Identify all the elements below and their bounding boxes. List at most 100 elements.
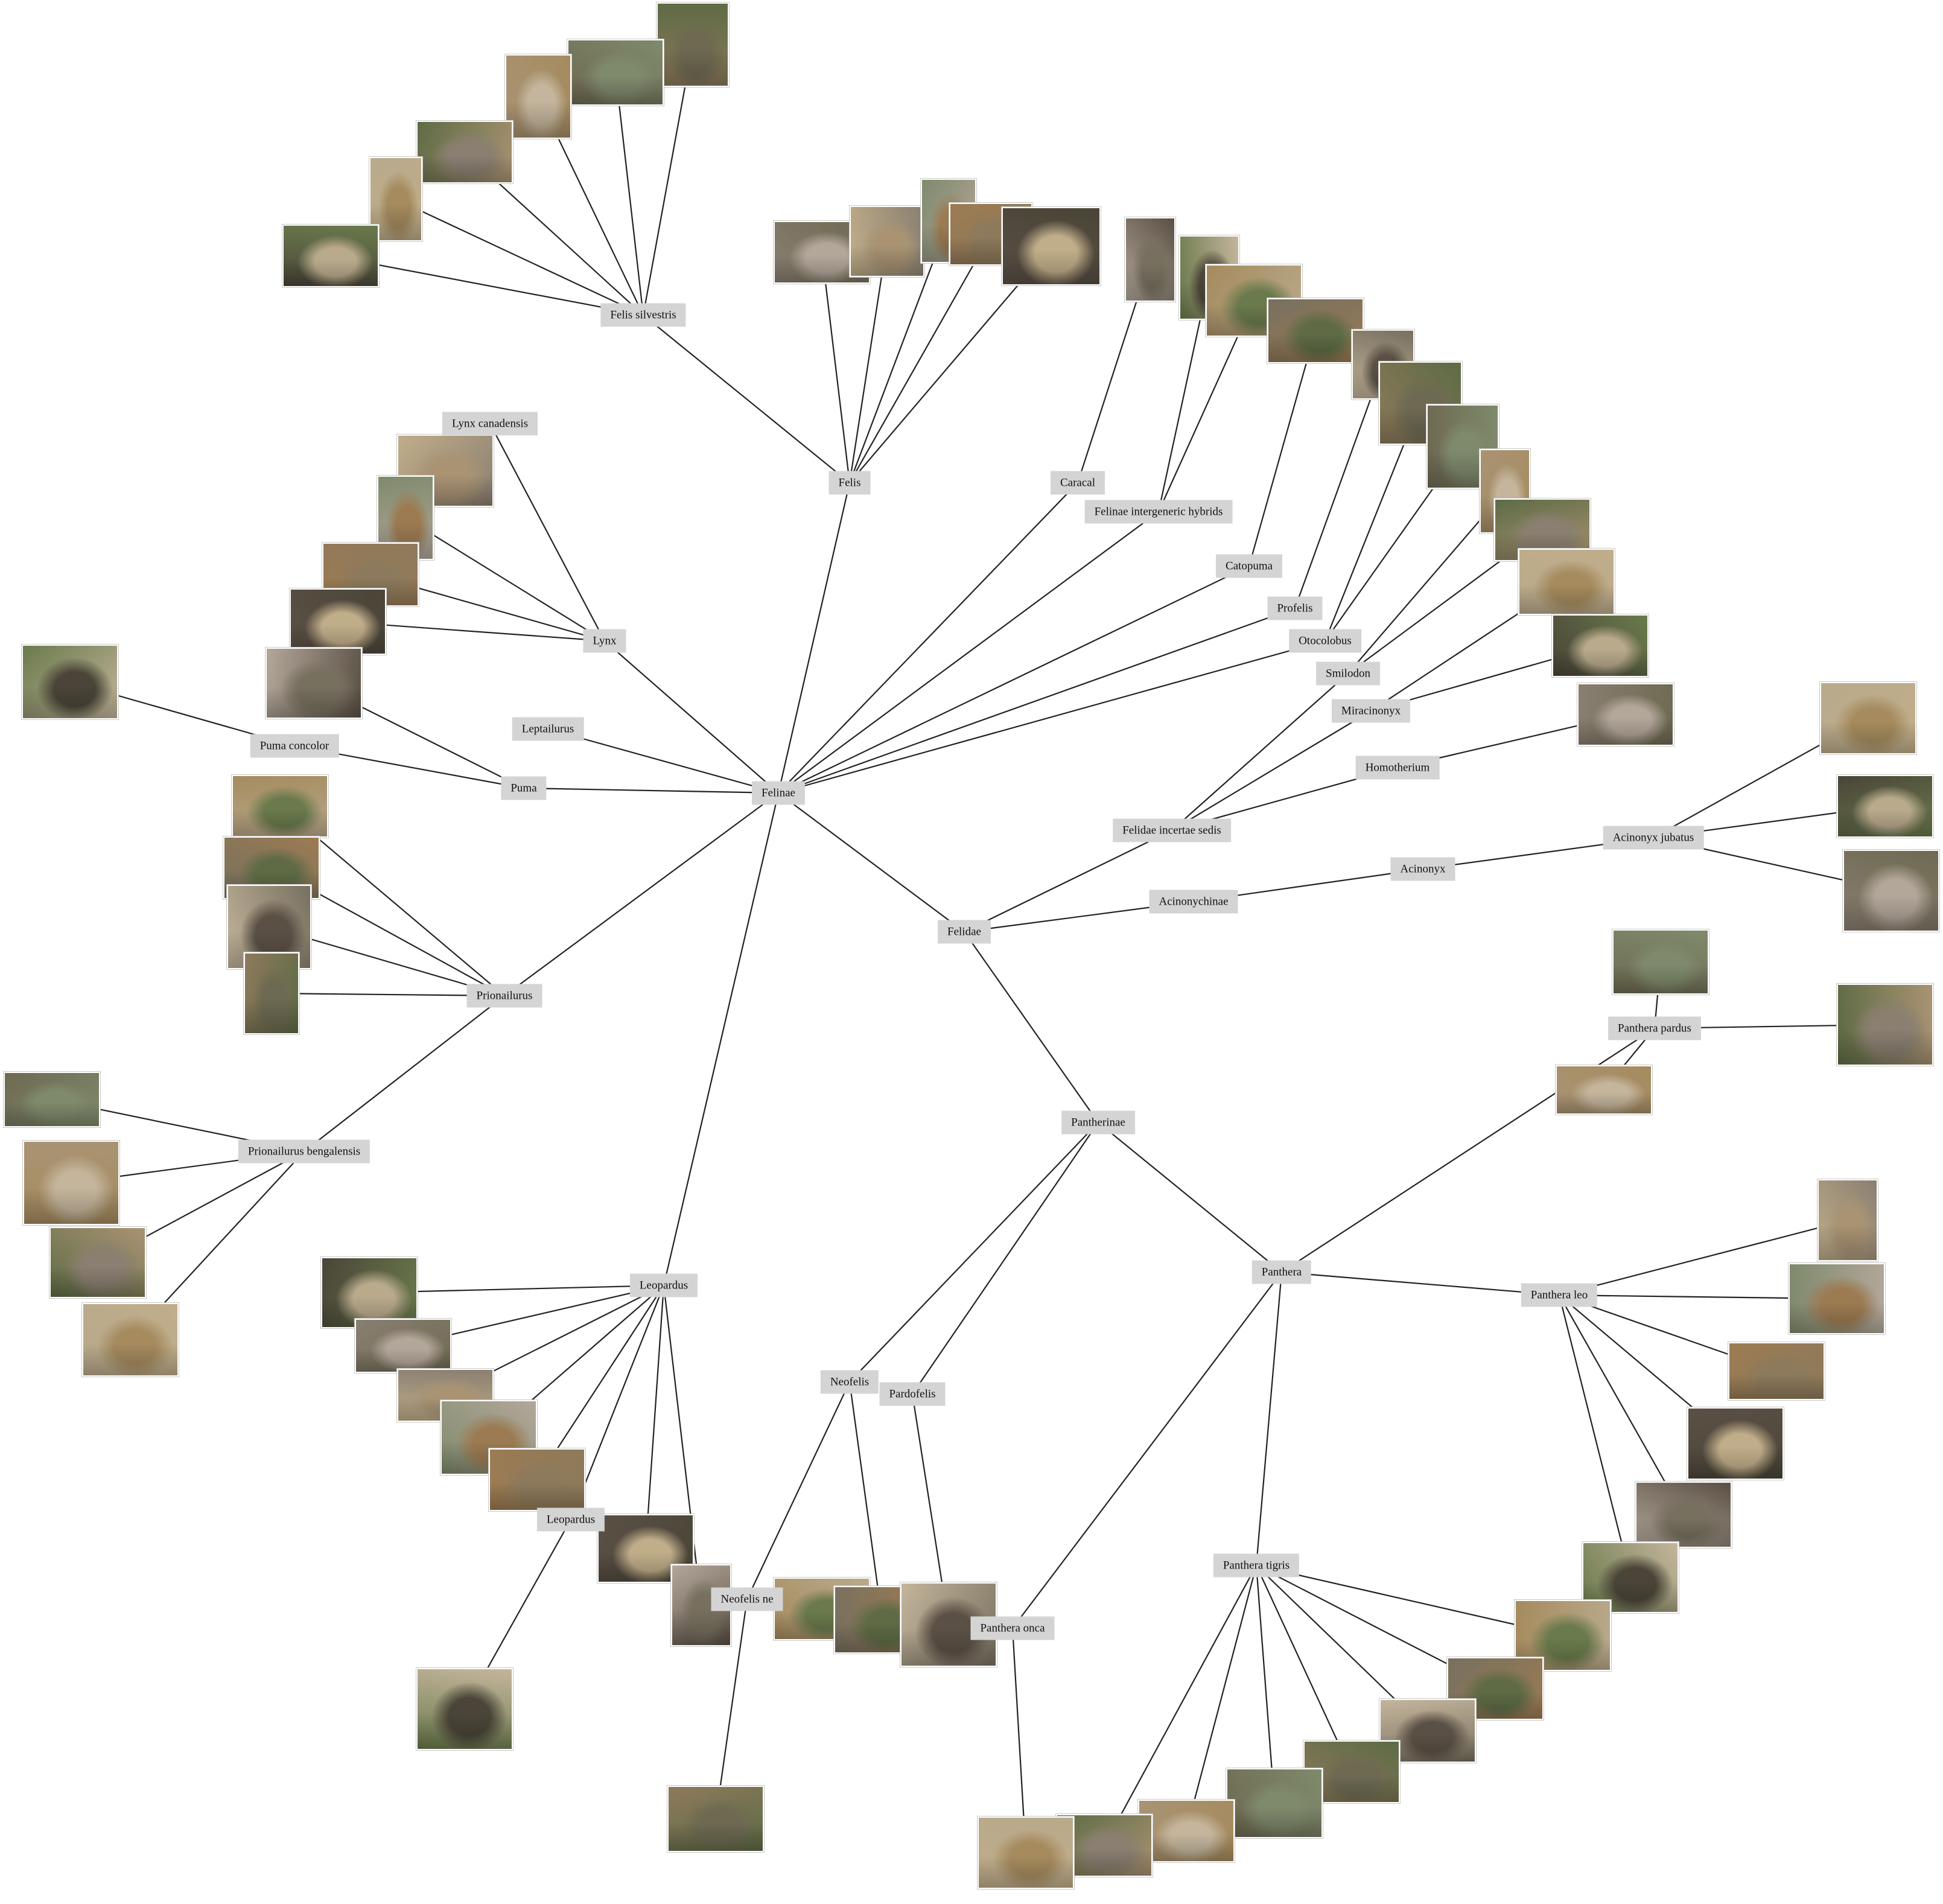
photo-thumbnail[interactable] [1728, 1342, 1825, 1400]
node-felis-silvestris[interactable]: Felis silvestris [600, 303, 686, 327]
edge-panthera-panthera_tigris [1255, 1272, 1283, 1566]
edge-photo-panthera_leo [1559, 1219, 1848, 1296]
node-puma[interactable]: Puma [501, 776, 547, 800]
node-panthera-onca[interactable]: Panthera onca [970, 1616, 1055, 1640]
photo-thumbnail[interactable] [1817, 1179, 1878, 1261]
photo-thumbnail[interactable] [416, 1668, 513, 1750]
node-felinae[interactable]: Felinae [752, 781, 805, 805]
edge-felinae-leptailurus [547, 728, 779, 794]
photo-thumbnail[interactable] [1612, 929, 1709, 995]
edge-photo-leopardus [536, 1285, 664, 1480]
photo-thumbnail[interactable] [4, 1072, 100, 1127]
photo-thumbnail[interactable] [1820, 682, 1916, 754]
photo-thumbnail[interactable] [657, 2, 729, 87]
edge-photo-leopardus [663, 1285, 702, 1606]
node-acinonyx-jubatus[interactable]: Acinonyx jubatus [1603, 826, 1704, 850]
node-leptailurus[interactable]: Leptailurus [512, 717, 584, 741]
node-smilodon[interactable]: Smilodon [1316, 661, 1380, 686]
node-puma-concolor[interactable]: Puma concolor [250, 734, 339, 758]
node-catopuma[interactable]: Catopuma [1215, 554, 1283, 578]
edge-prionailurus-prionailurus_bengalensis [304, 995, 505, 1152]
node-leopardus[interactable]: Leopardus [629, 1273, 698, 1297]
photo-thumbnail[interactable] [505, 54, 571, 139]
photo-thumbnail[interactable] [49, 1227, 146, 1298]
edge-photo-panthera_leo [1559, 1294, 1684, 1515]
photo-thumbnail[interactable] [290, 588, 386, 655]
edge-felinae-catopuma [778, 565, 1250, 794]
photo-thumbnail[interactable] [1125, 217, 1175, 302]
photo-thumbnail[interactable] [266, 648, 362, 719]
node-panthera[interactable]: Panthera [1251, 1260, 1312, 1284]
edge-photo-smilodon [1347, 491, 1506, 674]
node-homotherium[interactable]: Homotherium [1355, 756, 1440, 780]
photo-thumbnail[interactable] [22, 645, 118, 719]
edge-photo-felis_silvestris [395, 199, 644, 316]
edge-photo-neofelis [848, 1381, 883, 1620]
photo-thumbnail[interactable] [667, 1786, 764, 1852]
node-panthera-tigris[interactable]: Panthera tigris [1213, 1553, 1300, 1578]
photo-thumbnail[interactable] [1843, 850, 1939, 932]
photo-thumbnail[interactable] [282, 224, 379, 287]
edge-felinae-puma [523, 787, 779, 794]
node-prionailurus-bengalensis[interactable]: Prionailurus bengalensis [238, 1139, 370, 1164]
edge-photo-felis_silvestris [614, 72, 644, 316]
photo-thumbnail[interactable] [1635, 1482, 1732, 1548]
edge-pantherinae-pardofelis [912, 1122, 1099, 1395]
edge-photo-panthera_tigris [1185, 1565, 1258, 1832]
photo-thumbnail[interactable] [1226, 1768, 1323, 1838]
node-lynx-canadensis[interactable]: Lynx canadensis [442, 412, 538, 436]
photo-thumbnail[interactable] [1577, 683, 1674, 746]
edge-photo-profelis [1294, 364, 1384, 609]
node-neofelis[interactable]: Neofelis [820, 1370, 879, 1394]
photo-thumbnail[interactable] [416, 121, 513, 183]
node-acinonychinae[interactable]: Acinonychinae [1149, 890, 1238, 914]
edge-felinae-felinae_hybrids [778, 511, 1159, 794]
edge-felinae-caracal [778, 482, 1078, 794]
photo-thumbnail[interactable] [1138, 1800, 1235, 1862]
photo-thumbnail[interactable] [232, 775, 328, 838]
node-leopardus-species[interactable]: Leopardus [536, 1508, 605, 1532]
node-panthera-pardus[interactable]: Panthera pardus [1608, 1016, 1701, 1040]
photo-thumbnail[interactable] [1837, 775, 1933, 838]
node-caracal[interactable]: Caracal [1050, 471, 1105, 495]
edge-photo-felis [821, 252, 851, 483]
node-felidae[interactable]: Felidae [938, 920, 991, 944]
photo-thumbnail[interactable] [321, 1257, 418, 1328]
edge-photo-prionailurus [271, 992, 505, 997]
photo-thumbnail[interactable] [355, 1319, 451, 1373]
photo-thumbnail[interactable] [397, 435, 494, 507]
photo-thumbnail[interactable] [850, 206, 924, 277]
edge-pantherinae-panthera [1098, 1122, 1282, 1273]
node-lynx[interactable]: Lynx [583, 629, 626, 653]
node-acinonyx[interactable]: Acinonyx [1390, 857, 1455, 881]
photo-thumbnail[interactable] [23, 1141, 119, 1225]
node-miracinonyx[interactable]: Miracinonyx [1331, 699, 1411, 723]
node-otocolobus[interactable]: Otocolobus [1289, 629, 1361, 653]
node-prionailurus[interactable]: Prionailurus [466, 984, 542, 1008]
photo-thumbnail[interactable] [1518, 549, 1615, 615]
photo-thumbnail[interactable] [1789, 1263, 1885, 1334]
photo-thumbnail[interactable] [1002, 207, 1101, 285]
photo-thumbnail[interactable] [1556, 1065, 1652, 1115]
photo-thumbnail[interactable] [567, 39, 664, 106]
node-felis[interactable]: Felis [828, 471, 871, 495]
node-pardofelis[interactable]: Pardofelis [879, 1382, 946, 1406]
edge-photo-panthera_tigris [1255, 1565, 1276, 1804]
photo-thumbnail[interactable] [489, 1448, 585, 1511]
edge-felis-felis_silvestris [643, 314, 850, 483]
node-panthera-leo[interactable]: Panthera leo [1521, 1283, 1598, 1307]
node-felidae-incertae-sedis[interactable]: Felidae incertae sedis [1113, 818, 1231, 842]
node-felinae-intergeneric-hybrids[interactable]: Felinae intergeneric hybrids [1084, 500, 1233, 524]
node-profelis[interactable]: Profelis [1267, 596, 1323, 620]
photo-thumbnail[interactable] [1552, 614, 1649, 677]
photo-thumbnail[interactable] [1267, 298, 1364, 363]
node-neofelis-nebulosa[interactable]: Neofelis ne [711, 1587, 783, 1611]
node-pantherinae[interactable]: Pantherinae [1061, 1110, 1135, 1135]
photo-thumbnail[interactable] [1687, 1407, 1784, 1480]
photo-thumbnail[interactable] [244, 952, 299, 1034]
photo-thumbnail[interactable] [82, 1303, 179, 1377]
photo-thumbnail[interactable] [1837, 984, 1933, 1066]
photo-thumbnail[interactable] [978, 1816, 1074, 1889]
photo-thumbnail[interactable] [369, 157, 422, 241]
